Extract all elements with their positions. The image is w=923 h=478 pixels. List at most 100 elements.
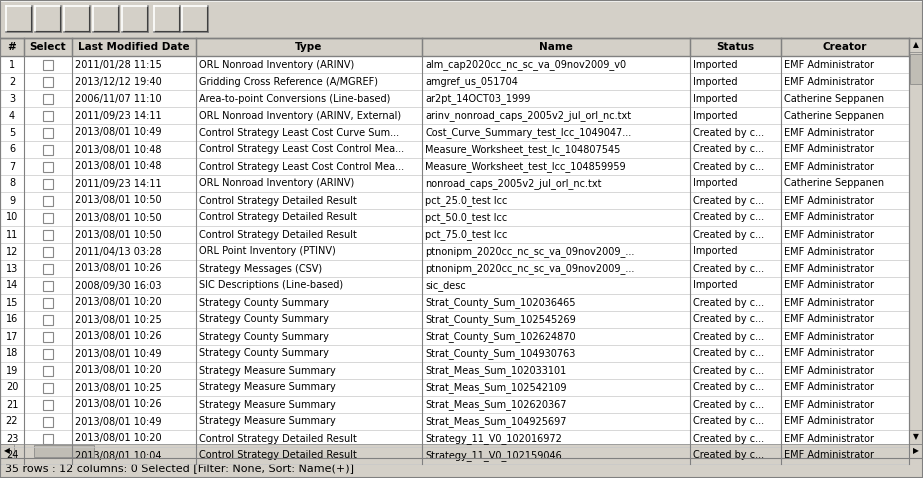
Text: 2013/08/01 10:26: 2013/08/01 10:26 — [75, 263, 162, 273]
Text: ▲: ▲ — [913, 41, 919, 50]
Bar — [43, 416, 53, 426]
Text: Select: Select — [30, 42, 66, 52]
Text: Control Strategy Detailed Result: Control Strategy Detailed Result — [199, 229, 357, 239]
Bar — [43, 366, 53, 376]
Bar — [43, 144, 53, 154]
Text: Control Strategy Detailed Result: Control Strategy Detailed Result — [199, 213, 357, 222]
Text: EMF Administrator: EMF Administrator — [784, 162, 874, 172]
Text: 7: 7 — [9, 162, 15, 172]
Bar — [43, 315, 53, 325]
Text: Strat_County_Sum_102036465: Strat_County_Sum_102036465 — [425, 297, 576, 308]
Text: Created by c...: Created by c... — [693, 400, 764, 410]
Text: Created by c...: Created by c... — [693, 144, 764, 154]
Bar — [43, 213, 53, 222]
Text: Catherine Seppanen: Catherine Seppanen — [784, 94, 884, 104]
Text: Imported: Imported — [693, 76, 737, 87]
Bar — [0, 226, 909, 243]
Text: sic_desc: sic_desc — [425, 280, 466, 291]
Bar — [0, 294, 909, 311]
Text: Imported: Imported — [693, 247, 737, 257]
Text: Created by c...: Created by c... — [693, 196, 764, 206]
Text: EMF Administrator: EMF Administrator — [784, 400, 874, 410]
Text: Strategy_11_V0_102159046: Strategy_11_V0_102159046 — [425, 450, 562, 461]
Text: Control Strategy Detailed Result: Control Strategy Detailed Result — [199, 196, 357, 206]
Text: Measure_Worksheet_test_lc_104807545: Measure_Worksheet_test_lc_104807545 — [425, 144, 620, 155]
Text: 2011/09/23 14:11: 2011/09/23 14:11 — [75, 178, 162, 188]
Text: Created by c...: Created by c... — [693, 297, 764, 307]
Text: Control Strategy Detailed Result: Control Strategy Detailed Result — [199, 450, 357, 460]
Text: Strategy_11_V0_102016972: Strategy_11_V0_102016972 — [425, 433, 562, 444]
Text: 20: 20 — [6, 382, 18, 392]
Text: Strat_Meas_Sum_104925697: Strat_Meas_Sum_104925697 — [425, 416, 567, 427]
Bar — [0, 447, 909, 464]
Text: 2013/08/01 10:25: 2013/08/01 10:25 — [75, 382, 162, 392]
Bar — [122, 6, 148, 32]
Text: 23: 23 — [6, 434, 18, 444]
Text: EMF Administrator: EMF Administrator — [784, 315, 874, 325]
Bar — [0, 73, 909, 90]
Text: Strategy Measure Summary: Strategy Measure Summary — [199, 400, 336, 410]
Text: Created by c...: Created by c... — [693, 128, 764, 138]
Bar — [34, 445, 94, 457]
Bar — [43, 400, 53, 410]
Text: 5: 5 — [9, 128, 15, 138]
Text: Imported: Imported — [693, 94, 737, 104]
Bar — [909, 38, 923, 444]
Bar — [43, 229, 53, 239]
Bar — [43, 281, 53, 291]
Bar — [182, 6, 208, 32]
Bar — [0, 107, 909, 124]
Text: EMF Administrator: EMF Administrator — [784, 281, 874, 291]
Bar — [43, 297, 53, 307]
Text: Imported: Imported — [693, 178, 737, 188]
Text: Type: Type — [295, 42, 323, 52]
Text: EMF Administrator: EMF Administrator — [784, 247, 874, 257]
Text: Created by c...: Created by c... — [693, 332, 764, 341]
Text: Area-to-point Conversions (Line-based): Area-to-point Conversions (Line-based) — [199, 94, 390, 104]
Bar — [0, 362, 909, 379]
Text: 2011/01/28 11:15: 2011/01/28 11:15 — [75, 59, 162, 69]
Bar — [0, 396, 909, 413]
Text: 21: 21 — [6, 400, 18, 410]
Bar — [0, 345, 909, 362]
Bar — [43, 332, 53, 341]
Text: Created by c...: Created by c... — [693, 450, 764, 460]
Text: Control Strategy Detailed Result: Control Strategy Detailed Result — [199, 434, 357, 444]
Bar — [93, 6, 119, 32]
Text: EMF Administrator: EMF Administrator — [784, 348, 874, 358]
Bar — [0, 379, 909, 396]
Text: Created by c...: Created by c... — [693, 416, 764, 426]
Text: 18: 18 — [6, 348, 18, 358]
Text: EMF Administrator: EMF Administrator — [784, 128, 874, 138]
Text: 9: 9 — [9, 196, 15, 206]
Text: ORL Nonroad Inventory (ARINV): ORL Nonroad Inventory (ARINV) — [199, 59, 354, 69]
Text: Control Strategy Least Cost Curve Sum...: Control Strategy Least Cost Curve Sum... — [199, 128, 399, 138]
Text: Strategy Measure Summary: Strategy Measure Summary — [199, 366, 336, 376]
Text: Created by c...: Created by c... — [693, 366, 764, 376]
Text: Created by c...: Created by c... — [693, 229, 764, 239]
Text: Imported: Imported — [693, 110, 737, 120]
Bar — [0, 277, 909, 294]
Text: EMF Administrator: EMF Administrator — [784, 263, 874, 273]
Text: 2013/08/01 10:49: 2013/08/01 10:49 — [75, 128, 162, 138]
Bar — [0, 56, 909, 73]
Text: amgref_us_051704: amgref_us_051704 — [425, 76, 518, 87]
Text: 8: 8 — [9, 178, 15, 188]
Text: Strat_Meas_Sum_102033101: Strat_Meas_Sum_102033101 — [425, 365, 566, 376]
Text: 2011/04/13 03:28: 2011/04/13 03:28 — [75, 247, 162, 257]
Bar — [0, 413, 909, 430]
Bar — [43, 382, 53, 392]
Bar — [6, 6, 32, 32]
Text: Created by c...: Created by c... — [693, 348, 764, 358]
Bar — [0, 38, 909, 444]
Text: 2008/09/30 16:03: 2008/09/30 16:03 — [75, 281, 162, 291]
Text: EMF Administrator: EMF Administrator — [784, 213, 874, 222]
Text: 2013/08/01 10:04: 2013/08/01 10:04 — [75, 450, 162, 460]
Text: 2013/08/01 10:50: 2013/08/01 10:50 — [75, 196, 162, 206]
Text: pct_50.0_test lcc: pct_50.0_test lcc — [425, 212, 508, 223]
Text: 2013/08/01 10:48: 2013/08/01 10:48 — [75, 144, 162, 154]
Text: EMF Administrator: EMF Administrator — [784, 382, 874, 392]
Bar — [0, 311, 909, 328]
Text: ORL Nonroad Inventory (ARINV, External): ORL Nonroad Inventory (ARINV, External) — [199, 110, 402, 120]
Text: EMF Administrator: EMF Administrator — [784, 366, 874, 376]
